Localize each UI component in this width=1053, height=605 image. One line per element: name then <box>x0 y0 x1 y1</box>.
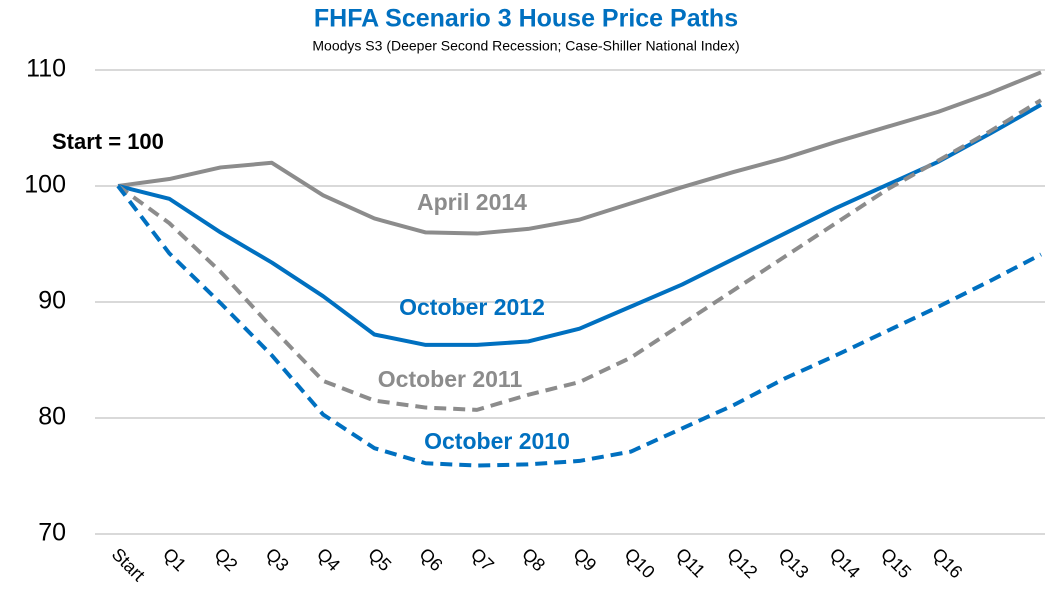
x-tick-label: Q9 <box>569 544 600 575</box>
x-tick-label: Q8 <box>518 544 549 575</box>
x-tick-label: Q2 <box>210 544 241 575</box>
series-line <box>116 98 1043 412</box>
x-tick-label: Q6 <box>415 544 446 575</box>
chart-subtitle: Moodys S3 (Deeper Second Recession; Case… <box>312 38 739 54</box>
y-tick-label: 70 <box>38 519 66 547</box>
x-tick-label: Q3 <box>262 544 293 575</box>
series-line <box>117 103 1042 347</box>
series-label: October 2012 <box>399 294 545 320</box>
x-tick-label: Q14 <box>826 544 864 582</box>
series-line <box>116 184 1042 468</box>
x-tick-label: Q15 <box>877 544 915 582</box>
annotation: Start = 100 <box>52 129 164 154</box>
chart-title: FHFA Scenario 3 House Price Paths <box>314 5 738 33</box>
y-tick-label: 90 <box>38 287 66 315</box>
x-tick-label: Q10 <box>621 544 659 582</box>
x-tick-label: Q11 <box>672 544 709 581</box>
x-tick-label: Q4 <box>313 544 344 575</box>
y-tick-label: 110 <box>26 55 66 83</box>
y-tick-label: 100 <box>24 171 66 199</box>
x-tick-label: Q7 <box>467 544 498 575</box>
x-tick-label: Q16 <box>928 544 966 582</box>
series-line <box>117 70 1042 236</box>
x-tick-label: Q1 <box>159 544 190 575</box>
x-tick-label: Q5 <box>364 544 395 575</box>
x-tick-label: Start <box>108 544 149 585</box>
series-label: October 2011 <box>378 366 523 392</box>
series-label: April 2014 <box>417 189 527 215</box>
x-tick-label: Q13 <box>774 544 812 582</box>
series-label: October 2010 <box>424 428 570 454</box>
x-tick-label: Q12 <box>723 544 761 582</box>
y-tick-label: 80 <box>38 403 66 431</box>
